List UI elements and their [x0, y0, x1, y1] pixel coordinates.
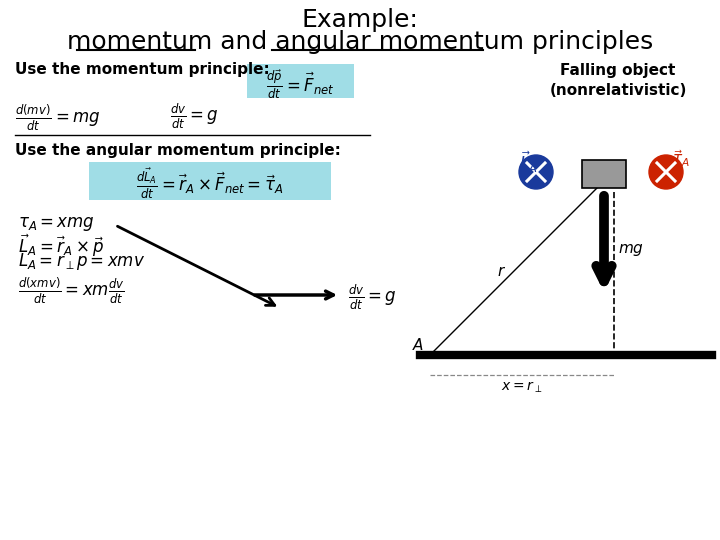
Text: $x = r_\perp$: $x = r_\perp$ [501, 380, 543, 395]
Text: $A$: $A$ [412, 337, 424, 353]
Text: $\frac{dv}{dt} = g$: $\frac{dv}{dt} = g$ [348, 283, 397, 312]
Text: $\frac{dv}{dt} = g$: $\frac{dv}{dt} = g$ [170, 102, 219, 131]
Text: $\vec{\tau}_A$: $\vec{\tau}_A$ [672, 148, 690, 168]
Text: $mg$: $mg$ [618, 242, 644, 258]
Text: $\frac{d\left(xmv\right)}{dt} = xm\frac{dv}{dt}$: $\frac{d\left(xmv\right)}{dt} = xm\frac{… [18, 275, 125, 306]
Text: $\vec{L}_A$: $\vec{L}_A$ [518, 150, 537, 176]
Text: Use the momentum principle:: Use the momentum principle: [15, 62, 270, 77]
FancyBboxPatch shape [247, 64, 354, 98]
Text: Example:: Example: [302, 8, 418, 32]
Text: momentum and angular momentum principles: momentum and angular momentum principles [67, 30, 653, 54]
Text: $\frac{d\vec{L}_A}{dt} = \vec{r}_A \times \vec{F}_{net} = \vec{\tau}_A$: $\frac{d\vec{L}_A}{dt} = \vec{r}_A \time… [136, 167, 284, 201]
Text: Use the angular momentum principle:: Use the angular momentum principle: [15, 143, 341, 158]
Circle shape [519, 155, 553, 189]
Text: Falling object
(nonrelativistic): Falling object (nonrelativistic) [549, 63, 687, 98]
Text: $r$: $r$ [498, 265, 507, 280]
Text: $L_A = r_\perp p = xmv$: $L_A = r_\perp p = xmv$ [18, 251, 145, 272]
Text: $\tau_A = xmg$: $\tau_A = xmg$ [18, 215, 95, 233]
FancyBboxPatch shape [582, 160, 626, 188]
FancyBboxPatch shape [89, 162, 331, 200]
Text: $\frac{d\vec{p}}{dt} = \vec{F}_{net}$: $\frac{d\vec{p}}{dt} = \vec{F}_{net}$ [266, 68, 334, 101]
Text: $\vec{L}_A = \vec{r}_A \times \vec{p}$: $\vec{L}_A = \vec{r}_A \times \vec{p}$ [18, 233, 104, 260]
Circle shape [649, 155, 683, 189]
Text: $\frac{d\left(mv\right)}{dt} = mg$: $\frac{d\left(mv\right)}{dt} = mg$ [15, 102, 100, 133]
